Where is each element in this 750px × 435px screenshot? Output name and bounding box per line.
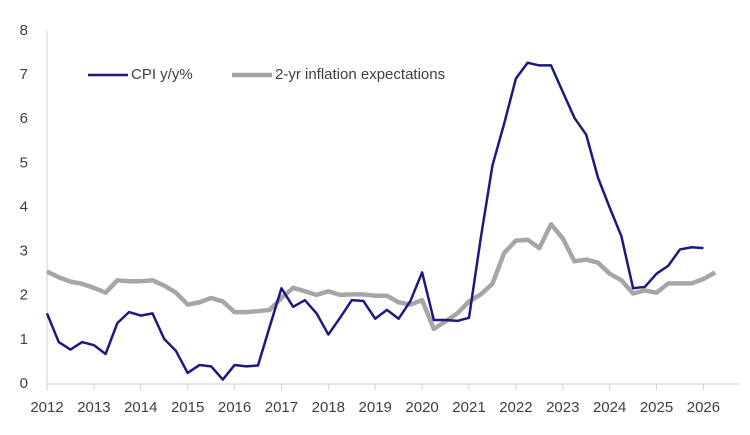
legend-label: 2-yr inflation expectations [275,66,445,83]
series-line [46,222,717,332]
x-tick-label: 2012 [30,399,63,416]
x-tick-label: 2016 [218,399,251,416]
x-tick-label: 2017 [265,399,298,416]
y-tick-label: 8 [20,22,28,39]
x-tick-label: 2020 [405,399,438,416]
x-tick-label: 2019 [359,399,392,416]
x-tick-label: 2021 [452,399,485,416]
x-tick-label: 2023 [546,399,579,416]
x-tick-label: 2018 [312,399,345,416]
y-tick-label: 3 [20,243,28,260]
legend-label: CPI y/y% [131,66,193,83]
y-tick-label: 5 [20,154,28,171]
y-tick-label: 0 [20,375,28,392]
x-tick-label: 2026 [687,399,720,416]
x-tick-label: 2025 [640,399,673,416]
y-tick-label: 7 [20,66,28,83]
y-tick-label: 1 [20,331,28,348]
y-tick-label: 2 [20,287,28,304]
y-tick-label: 6 [20,110,28,127]
y-tick-label: 4 [20,198,28,215]
x-tick-label: 2014 [124,399,157,416]
x-tick-label: 2022 [499,399,532,416]
x-tick-label: 2024 [593,399,626,416]
series-line [45,61,704,381]
x-tick-label: 2013 [77,399,110,416]
x-tick-label: 2015 [171,399,204,416]
